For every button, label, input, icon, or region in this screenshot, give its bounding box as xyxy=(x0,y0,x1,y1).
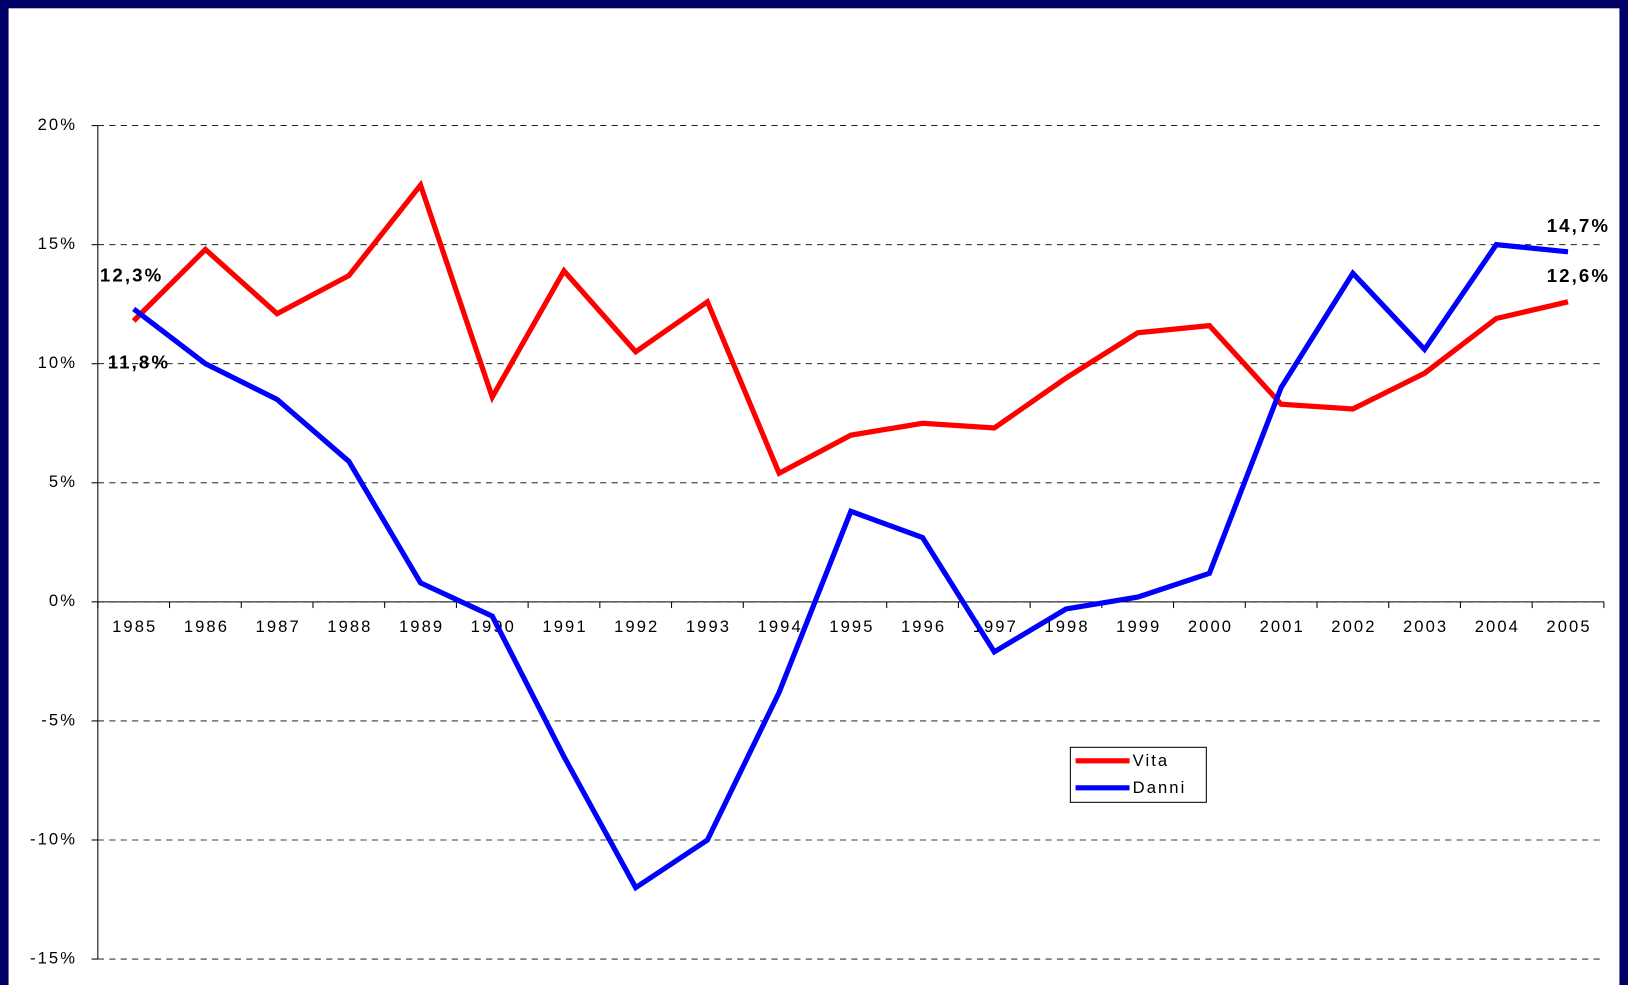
legend-label: Danni xyxy=(1133,778,1187,797)
x-tick-label: 1993 xyxy=(686,617,731,636)
data-label: 11,8% xyxy=(108,351,170,372)
x-tick-label: 1998 xyxy=(1044,617,1089,636)
x-tick-label: 1992 xyxy=(614,617,659,636)
data-label: 12,6% xyxy=(1547,265,1610,286)
y-tick-label: 5% xyxy=(49,472,77,491)
x-tick-label: 1986 xyxy=(184,617,229,636)
y-tick-label: 20% xyxy=(38,115,77,134)
x-tick-label: 1994 xyxy=(758,617,803,636)
legend-box xyxy=(1069,746,1207,803)
series-line xyxy=(131,179,1569,477)
x-tick-label: 1991 xyxy=(542,617,587,636)
x-tick-label: 2000 xyxy=(1188,617,1233,636)
plot-background xyxy=(8,8,1620,985)
x-tick-label: 2003 xyxy=(1403,617,1448,636)
x-tick-label: 2004 xyxy=(1475,617,1520,636)
x-tick-label: 1987 xyxy=(256,617,301,636)
x-tick-label: 2005 xyxy=(1546,617,1591,636)
y-tick-label: 15% xyxy=(38,234,77,253)
x-tick-label: 1999 xyxy=(1116,617,1161,636)
x-tick-label: 1989 xyxy=(399,617,444,636)
series-line xyxy=(132,241,1569,892)
y-tick-label: 0% xyxy=(49,591,77,610)
x-tick-label: 1996 xyxy=(901,617,946,636)
x-tick-label: 1995 xyxy=(829,617,874,636)
x-tick-label: 2002 xyxy=(1331,617,1376,636)
y-tick-label: 10% xyxy=(38,353,77,372)
y-tick-label: -10% xyxy=(30,829,77,848)
y-tick-label: -5% xyxy=(41,710,77,729)
y-tick-label: -15% xyxy=(30,948,77,967)
x-tick-label: 1985 xyxy=(112,617,157,636)
x-tick-label: 1988 xyxy=(327,617,372,636)
x-tick-label: 2001 xyxy=(1260,617,1305,636)
data-label: 14,7% xyxy=(1547,215,1610,236)
legend-label: Vita xyxy=(1133,751,1170,770)
data-label: 12,3% xyxy=(100,265,163,286)
x-tick-label: 1990 xyxy=(471,617,516,636)
